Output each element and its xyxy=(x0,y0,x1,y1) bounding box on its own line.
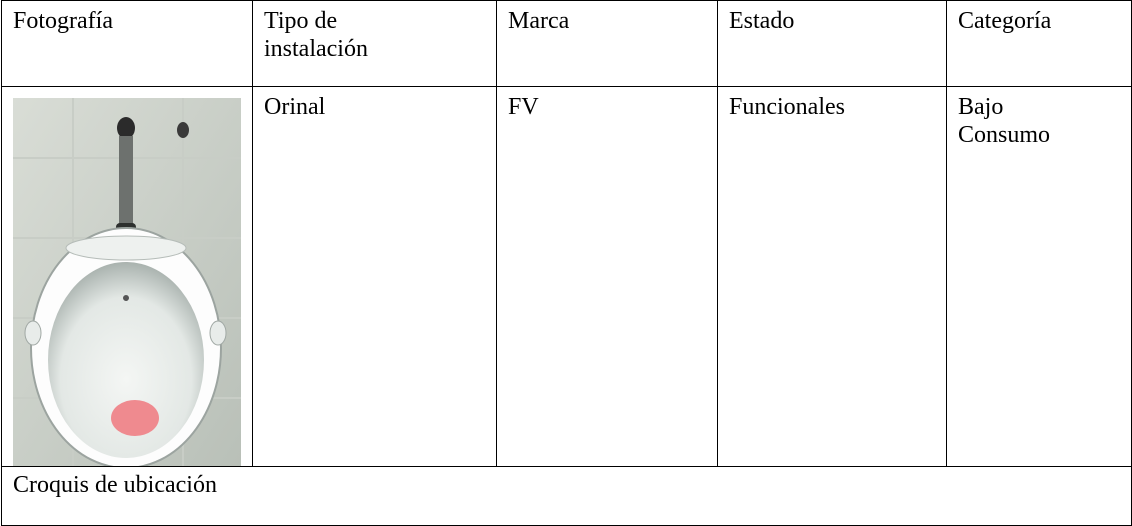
cell-text: FV xyxy=(508,94,539,120)
header-text: Estado xyxy=(729,8,795,34)
footer-text: Croquis de ubicación xyxy=(13,472,217,498)
header-cell: Marca xyxy=(496,0,718,87)
cell-text: Funcionales xyxy=(729,94,845,120)
footer-cell: Croquis de ubicación xyxy=(1,466,1132,526)
cell-text: Orinal xyxy=(264,94,326,120)
table-cell: Orinal xyxy=(252,86,497,467)
header-cell: Tipo de instalación xyxy=(252,0,497,87)
photo-cell xyxy=(1,86,253,467)
header-text: Fotografía xyxy=(13,8,113,34)
header-cell: Fotografía xyxy=(1,0,253,87)
table-cell: FV xyxy=(496,86,718,467)
table-cell: Funcionales xyxy=(717,86,947,467)
header-text: Categoría xyxy=(958,8,1052,34)
header-text: Tipo de instalación xyxy=(264,8,368,62)
table-cell: Bajo Consumo xyxy=(946,86,1132,467)
header-cell: Categoría xyxy=(946,0,1132,87)
cell-text: Bajo Consumo xyxy=(958,94,1051,148)
urinal-photo xyxy=(13,98,241,466)
header-cell: Estado xyxy=(717,0,947,87)
header-text: Marca xyxy=(508,8,570,34)
